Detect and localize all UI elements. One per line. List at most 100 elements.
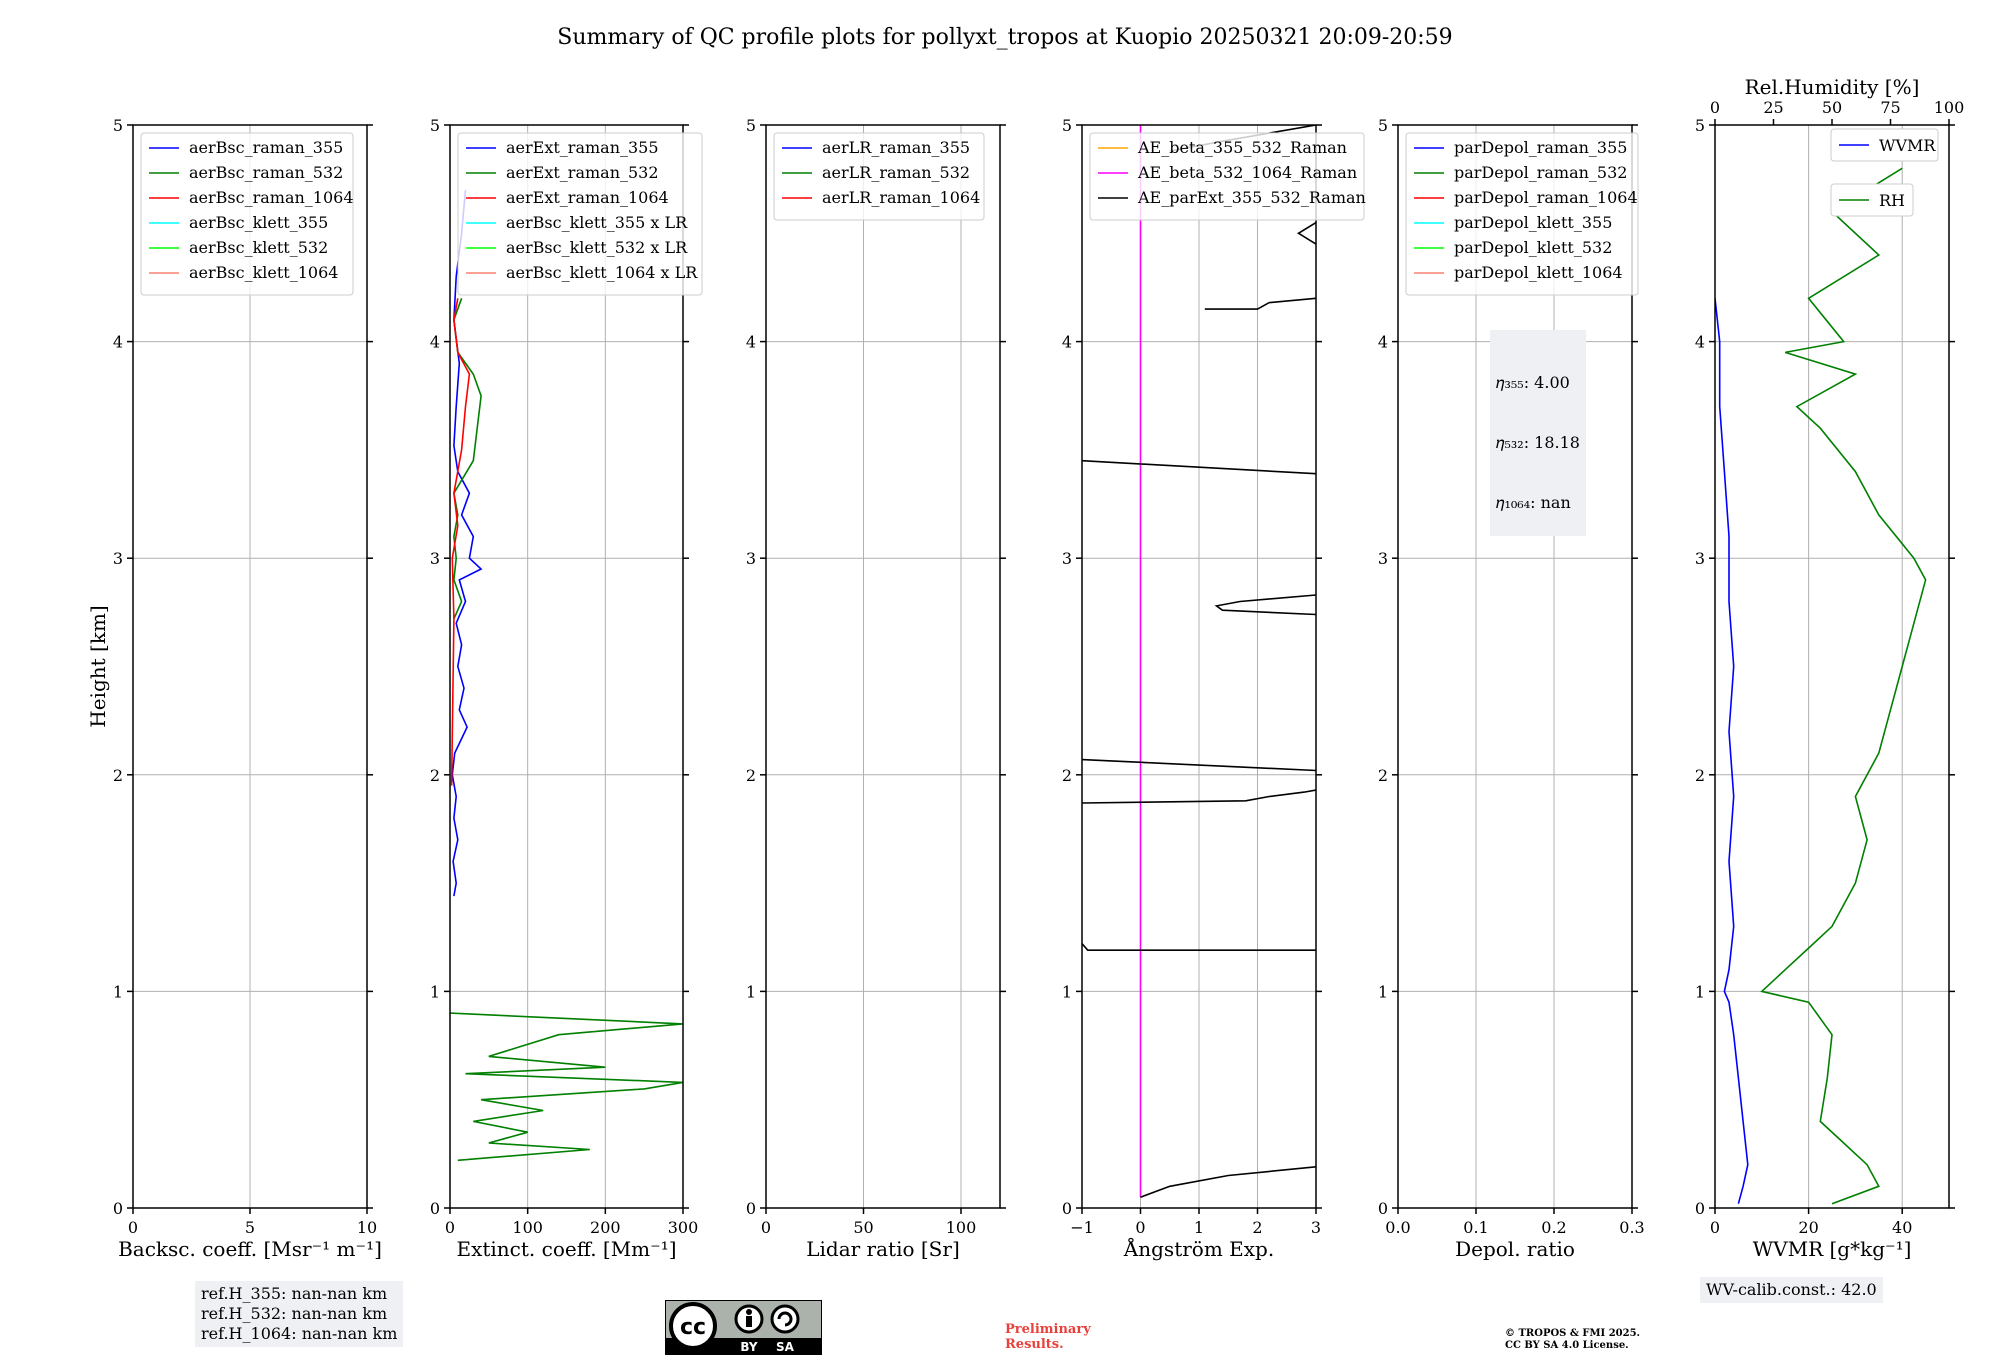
eta-1064: 𝜂₁₀₆₄: nan <box>1496 493 1571 512</box>
legend-box <box>773 132 985 221</box>
y-tick-label: 2 <box>746 766 756 785</box>
legend-box-wvmr <box>1830 128 1939 162</box>
x-tick-label: 0 <box>445 1218 455 1237</box>
x-tick-label: 40 <box>1892 1218 1912 1237</box>
panel-2: 0 100 200 300 0 1 2 3 4 5 Extinct. coeff. [Mm⁻¹] ae… <box>430 116 703 1261</box>
y-tick-label: 1 <box>113 982 123 1001</box>
y-tick-label: 2 <box>1378 766 1388 785</box>
copyright-note: © TROPOS & FMI 2025. CC BY SA 4.0 Licens… <box>1505 1328 1641 1351</box>
x-tick-label: 20 <box>1798 1218 1818 1237</box>
x-axis-label: Extinct. coeff. [Mm⁻¹] <box>456 1237 676 1261</box>
legend-entry: parDepol_klett_355 <box>1454 213 1612 232</box>
x-tick-label: 2 <box>1252 1218 1262 1237</box>
y-tick-label: 2 <box>1062 766 1072 785</box>
x-tick-label: 0 <box>128 1218 138 1237</box>
x-axis-label: WVMR [g*kg⁻¹] <box>1753 1237 1912 1261</box>
y-tick-label: 0 <box>1062 1199 1072 1218</box>
y-tick-label: 4 <box>1695 333 1705 352</box>
legend-entry: aerBsc_klett_532 <box>189 238 328 257</box>
series-line-ae-parext-355-532-raman <box>1204 297 1316 310</box>
legend-box <box>1089 132 1365 221</box>
y-tick-label: 5 <box>1378 116 1388 135</box>
legend-entry: aerBsc_klett_532 x LR <box>506 238 688 257</box>
top-x-axis-label: Rel.Humidity [%] <box>1745 75 1920 99</box>
top-x-tick-label: 50 <box>1822 98 1842 117</box>
legend-entry: parDepol_raman_1064 <box>1454 188 1638 207</box>
legend-entry: aerExt_raman_532 <box>506 163 659 182</box>
series-line-aerext-raman-355 <box>451 189 483 897</box>
series-line-aerext-raman-532 <box>450 1012 683 1162</box>
legend-entry: parDepol_raman_355 <box>1454 138 1627 157</box>
series-line-rh <box>1760 167 1927 1205</box>
y-tick-label: 1 <box>1378 982 1388 1001</box>
series-line-ae-parext-355-532-raman <box>1214 594 1316 616</box>
legend-box-rh <box>1830 183 1914 217</box>
y-tick-label: 4 <box>746 333 756 352</box>
preliminary-note: Preliminary Results. <box>1005 1322 1091 1352</box>
cc-by-label: BY <box>740 1340 757 1354</box>
y-tick-label: 0 <box>1695 1199 1705 1218</box>
x-tick-label: 0.1 <box>1463 1218 1488 1237</box>
legend-entry: aerExt_raman_355 <box>506 138 659 157</box>
legend: parDepol_raman_355 parDepol_raman_532 parD… <box>1405 132 1639 296</box>
x-tick-label: 300 <box>668 1218 699 1237</box>
plot-frame <box>765 124 1001 1209</box>
x-tick-label: 0.3 <box>1619 1218 1644 1237</box>
y-tick-label: 2 <box>1695 766 1705 785</box>
y-tick-label: 3 <box>113 549 123 568</box>
y-tick-label: 1 <box>1695 982 1705 1001</box>
legend-box <box>457 132 703 296</box>
cc-logo-text: cc <box>680 1315 706 1340</box>
plot-frame <box>132 124 368 1209</box>
y-tick-label: 1 <box>746 982 756 1001</box>
x-axis-label: Depol. ratio <box>1455 1237 1575 1261</box>
series-group <box>1715 167 1927 1205</box>
legend-entry: WVMR <box>1879 136 1936 155</box>
series-group <box>450 189 683 1162</box>
x-tick-label: 0.0 <box>1385 1218 1410 1237</box>
y-tick-label: 4 <box>1378 333 1388 352</box>
y-tick-label: 5 <box>113 116 123 135</box>
x-tick-label: 200 <box>590 1218 621 1237</box>
y-tick-label: 4 <box>430 333 440 352</box>
legend: aerLR_raman_355 aerLR_raman_532 aerLR_rama… <box>773 132 985 221</box>
top-x-tick-label: 0 <box>1710 98 1720 117</box>
wv-calib-box: WV-calib.const.: 42.0 <box>1700 1277 1883 1303</box>
legend-entry: aerBsc_klett_1064 x LR <box>506 263 698 282</box>
legend-entry: aerBsc_klett_1064 <box>189 263 338 282</box>
x-tick-label: 100 <box>512 1218 543 1237</box>
legend-entry: aerLR_raman_532 <box>822 163 970 182</box>
x-tick-label: 5 <box>245 1218 255 1237</box>
series-line-ae-parext-355-532-raman <box>1140 1166 1316 1198</box>
y-tick-label: 1 <box>430 982 440 1001</box>
series-line-ae-parext-355-532-raman <box>1296 221 1316 245</box>
y-axis-label: Height [km] <box>86 605 110 727</box>
legend: WVMR RH <box>1830 128 1939 217</box>
y-tick-label: 3 <box>1378 549 1388 568</box>
legend: aerExt_raman_355 aerExt_raman_532 aerExt_r… <box>457 132 703 296</box>
top-x-tick-label: 25 <box>1763 98 1783 117</box>
y-tick-label: 3 <box>746 549 756 568</box>
legend-entry: aerLR_raman_1064 <box>822 188 980 207</box>
legend-entry: AE_parExt_355_532_Raman <box>1137 188 1366 207</box>
x-tick-label: 1 <box>1194 1218 1204 1237</box>
y-tick-label: 4 <box>1062 333 1072 352</box>
panel-5: 0.0 0.1 0.2 0.3 0 1 2 3 4 5 Depol. ratio parDepol_r… <box>1378 116 1645 1261</box>
plot-frame <box>1714 124 1950 1209</box>
legend-box <box>140 132 354 296</box>
x-axis-label: Backsc. coeff. [Msr⁻¹ m⁻¹] <box>118 1237 382 1261</box>
y-tick-label: 0 <box>113 1199 123 1218</box>
y-tick-label: 3 <box>1062 549 1072 568</box>
legend-entry: aerExt_raman_1064 <box>506 188 669 207</box>
y-tick-label: 0 <box>746 1199 756 1218</box>
y-tick-label: 5 <box>430 116 440 135</box>
y-tick-label: 3 <box>430 549 440 568</box>
legend-box <box>1405 132 1639 296</box>
y-tick-label: 3 <box>1695 549 1705 568</box>
legend-entry: parDepol_raman_532 <box>1454 163 1627 182</box>
legend-entry: aerBsc_raman_355 <box>189 138 343 157</box>
y-tick-label: 5 <box>1062 116 1072 135</box>
legend: AE_beta_355_532_Raman AE_beta_532_1064_Ra… <box>1089 132 1366 221</box>
